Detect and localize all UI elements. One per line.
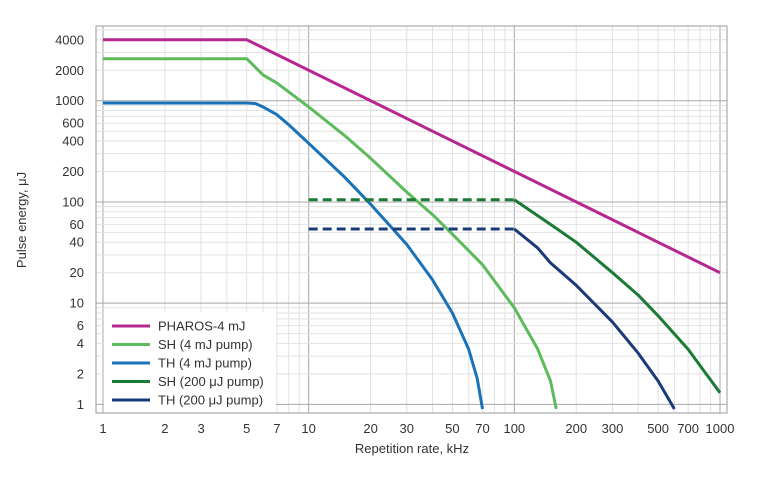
y-tick-label: 4 xyxy=(77,336,84,351)
x-axis-label: Repetition rate, kHz xyxy=(355,441,469,456)
legend: PHAROS-4 mJ SH (4 mJ pump) TH (4 mJ pump) S… xyxy=(112,319,264,408)
y-tick-label: 100 xyxy=(62,194,84,209)
x-tick-label: 30 xyxy=(400,421,414,436)
x-tick-label: 500 xyxy=(647,421,669,436)
x-tick-label: 700 xyxy=(677,421,699,436)
x-tick-label: 200 xyxy=(565,421,587,436)
y-tick-label: 600 xyxy=(62,116,84,131)
y-tick-label: 1000 xyxy=(55,93,84,108)
x-tick-label: 1000 xyxy=(706,421,735,436)
y-tick-label: 4000 xyxy=(55,32,84,47)
x-tick-label: 1 xyxy=(99,421,106,436)
x-tick-label: 300 xyxy=(602,421,624,436)
plot-frame xyxy=(95,25,728,414)
x-tick-label: 3 xyxy=(198,421,205,436)
legend-label: SH (4 mJ pump) xyxy=(158,337,253,352)
series-line-1 xyxy=(103,57,558,410)
y-tick-label: 2 xyxy=(77,366,84,381)
grid xyxy=(96,26,727,413)
y-tick-label: 10 xyxy=(70,296,84,311)
series-line-3 xyxy=(513,198,722,394)
y-tick-label: 2000 xyxy=(55,63,84,78)
series-line-2 xyxy=(103,101,484,410)
x-tick-label: 2 xyxy=(161,421,168,436)
series-layer xyxy=(103,38,722,410)
x-tick-label: 5 xyxy=(243,421,250,436)
x-tick-label: 50 xyxy=(445,421,459,436)
x-tick-label: 20 xyxy=(363,421,377,436)
legend-label: SH (200 μJ pump) xyxy=(158,374,264,389)
y-axis-label: Pulse energy, μJ xyxy=(14,172,29,268)
x-tick-labels: 1 2 3 5 7 10 20 30 50 70 100 200 300 500 700 1000 xyxy=(99,421,734,436)
y-tick-label: 1 xyxy=(77,397,84,412)
x-tick-label: 7 xyxy=(273,421,280,436)
legend-label: PHAROS-4 mJ xyxy=(158,319,245,334)
series-line-4 xyxy=(513,227,676,410)
series-line-0 xyxy=(103,38,721,275)
x-tick-label: 70 xyxy=(475,421,489,436)
x-tick-label: 10 xyxy=(301,421,315,436)
y-tick-label: 400 xyxy=(62,134,84,149)
legend-label: TH (200 μJ pump) xyxy=(158,393,263,408)
y-tick-label: 40 xyxy=(70,235,84,250)
y-tick-label: 20 xyxy=(70,265,84,280)
y-tick-labels: 1 2 4 6 10 20 40 60 100 200 400 600 1000 2000 4000 xyxy=(55,32,84,412)
y-tick-label: 60 xyxy=(70,217,84,232)
x-tick-label: 100 xyxy=(503,421,525,436)
y-tick-label: 200 xyxy=(62,164,84,179)
legend-label: TH (4 mJ pump) xyxy=(158,356,252,371)
y-tick-label: 6 xyxy=(77,318,84,333)
